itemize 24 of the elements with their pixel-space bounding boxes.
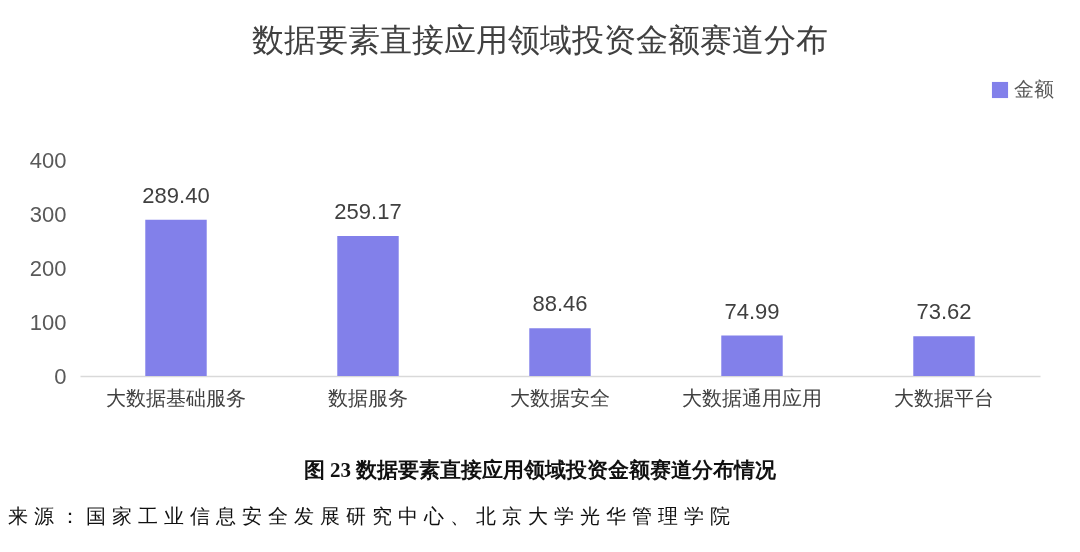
chart-title: 数据要素直接应用领域投资金额赛道分布 — [251, 21, 829, 60]
y-tick-label: 400 — [29, 147, 67, 173]
data-label: 73.62 — [916, 299, 972, 325]
data-label: 88.46 — [532, 291, 588, 317]
y-tick-label: 0 — [54, 363, 67, 389]
x-tick-label: 大数据安全 — [510, 386, 610, 409]
bar — [913, 336, 975, 376]
bar — [337, 236, 399, 376]
x-tick-label: 大数据基础服务 — [106, 386, 246, 409]
data-label: 259.17 — [334, 199, 402, 225]
bar — [145, 219, 207, 376]
x-tick-label: 大数据通用应用 — [682, 386, 822, 409]
bar — [721, 335, 783, 376]
x-tick-label: 大数据平台 — [894, 386, 994, 409]
x-tick-label: 数据服务 — [328, 386, 408, 409]
y-tick-label: 300 — [29, 201, 67, 227]
y-tick-label: 200 — [29, 255, 67, 281]
data-label: 74.99 — [724, 298, 780, 324]
bar — [529, 328, 591, 376]
caption: 图 23 数据要素直接应用领域投资金额赛道分布情况 — [302, 457, 778, 484]
source-note: 来源：国家工业信息安全发展研究中心、北京大学光华管理学院 — [8, 504, 736, 529]
data-label: 289.40 — [142, 182, 210, 208]
y-tick-label: 100 — [29, 309, 67, 335]
legend-label: 金额 — [1014, 78, 1054, 100]
